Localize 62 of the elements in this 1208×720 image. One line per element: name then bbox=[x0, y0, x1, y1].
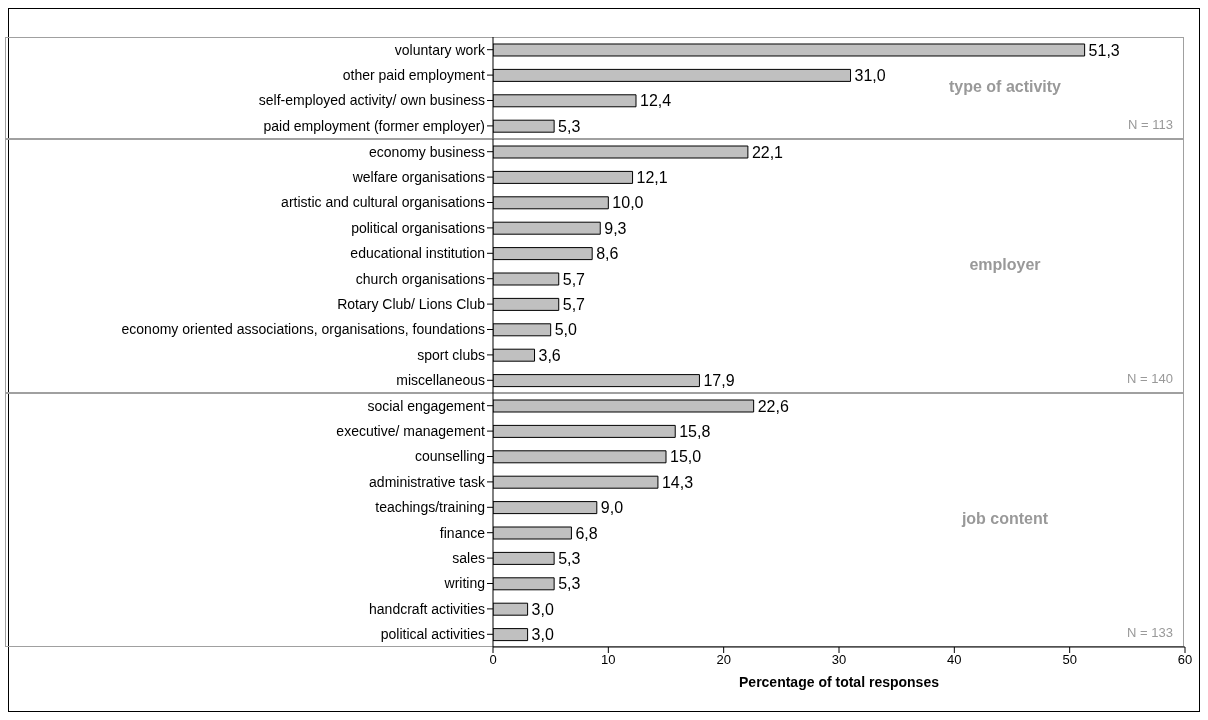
y-tick-label: writing bbox=[443, 575, 485, 592]
y-tick-label: artistic and cultural organisations bbox=[281, 194, 485, 211]
y-tick-label: executive/ management bbox=[336, 422, 486, 439]
data-label: 5,7 bbox=[562, 270, 586, 288]
data-label: 15,0 bbox=[670, 448, 702, 466]
data-label: 12,1 bbox=[636, 168, 668, 186]
y-tick-label: sales bbox=[452, 549, 485, 566]
annotation: type of activity bbox=[948, 77, 1062, 96]
y-tick-label: other paid employment bbox=[342, 67, 486, 84]
y-tick-label: miscellaneous bbox=[396, 371, 485, 388]
data-label: 3,0 bbox=[531, 625, 554, 643]
x-tick-label: 50 bbox=[1062, 651, 1077, 667]
x-tick-label: 0 bbox=[489, 651, 497, 667]
y-tick-label: administrative task bbox=[369, 473, 486, 490]
data-label: 3,0 bbox=[531, 600, 554, 618]
data-label: 10,0 bbox=[612, 194, 644, 212]
annotation: N = 133 bbox=[1127, 624, 1173, 640]
y-tick-label: voluntary work bbox=[394, 41, 487, 58]
data-label: 5,3 bbox=[558, 549, 581, 567]
y-tick-label: Rotary Club/ Lions Club bbox=[337, 295, 486, 312]
data-label: 14,3 bbox=[661, 473, 694, 491]
data-label: 31,0 bbox=[854, 67, 886, 85]
y-tick-label: teachings/training bbox=[375, 498, 485, 515]
annotation: N = 140 bbox=[1127, 370, 1173, 386]
data-label: 5,3 bbox=[558, 117, 581, 135]
data-label: 9,3 bbox=[604, 219, 627, 237]
data-label: 51,3 bbox=[1088, 41, 1120, 59]
data-label: 9,0 bbox=[600, 498, 624, 516]
y-tick-label: political organisations bbox=[351, 219, 485, 236]
annotation: N = 113 bbox=[1128, 116, 1173, 132]
x-tick-label: 30 bbox=[831, 651, 847, 667]
data-label: 5,0 bbox=[554, 321, 578, 339]
y-tick-label: self-employed activity/ own business bbox=[258, 92, 486, 109]
data-label: 8,6 bbox=[596, 244, 619, 262]
y-tick-label: church organisations bbox=[355, 270, 485, 287]
x-tick-label: 40 bbox=[947, 651, 962, 667]
data-label: 22,1 bbox=[751, 143, 784, 161]
x-tick-label: 60 bbox=[1177, 651, 1193, 667]
y-tick-label: educational institution bbox=[350, 244, 485, 261]
x-tick-label: 10 bbox=[601, 651, 616, 667]
data-label: 12,4 bbox=[640, 92, 672, 110]
x-tick-label: 20 bbox=[716, 651, 731, 667]
y-tick-label: economy oriented associations, organisations, foundations bbox=[121, 321, 485, 338]
x-axis-title: Percentage of total responses bbox=[739, 673, 940, 690]
y-tick-label: counselling bbox=[414, 448, 485, 465]
data-label: 17,9 bbox=[703, 371, 735, 389]
y-tick-label: handcraft activities bbox=[369, 600, 485, 617]
y-tick-label: finance bbox=[439, 524, 486, 541]
data-label: 5,3 bbox=[558, 575, 581, 593]
y-tick-label: welfare organisations bbox=[351, 168, 485, 185]
data-label: 6,8 bbox=[575, 524, 598, 542]
y-tick-label: political activities bbox=[380, 625, 485, 642]
y-tick-label: social engagement bbox=[367, 397, 486, 414]
data-label: 3,6 bbox=[538, 346, 561, 364]
data-label: 5,7 bbox=[562, 295, 586, 313]
y-tick-label: paid employment (former employer) bbox=[263, 117, 486, 134]
data-label: 15,8 bbox=[679, 422, 711, 440]
annotation: job content bbox=[960, 509, 1050, 528]
annotation: employer bbox=[968, 255, 1042, 274]
y-tick-label: economy business bbox=[369, 143, 485, 160]
data-label: 22,6 bbox=[757, 397, 789, 415]
y-tick-label: sport clubs bbox=[417, 346, 485, 363]
